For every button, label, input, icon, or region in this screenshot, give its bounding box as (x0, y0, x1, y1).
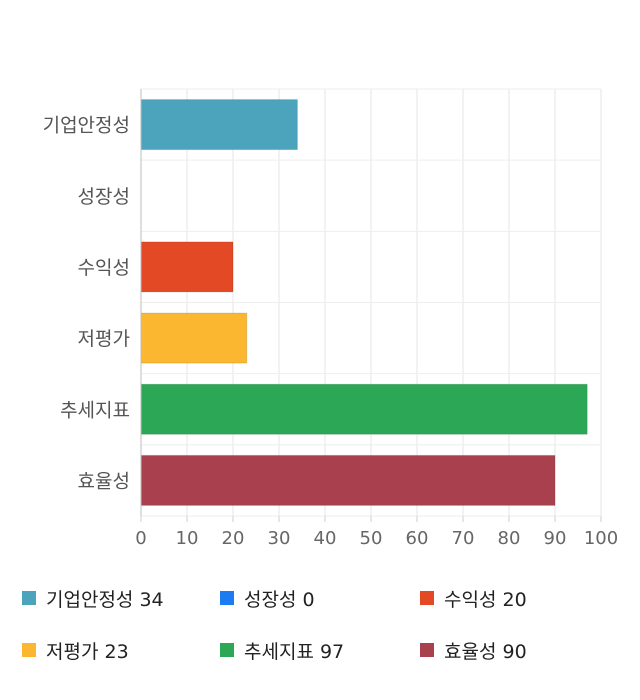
legend-item: 수익성 20 (420, 585, 527, 611)
x-tick-label: 90 (544, 528, 567, 549)
x-tick-label: 30 (268, 528, 291, 549)
legend-label: 저평가 23 (46, 640, 129, 663)
bar-chart: 0 10 20 30 40 50 60 70 80 90 100 기업안정성성장성수익성저평가추세지표… (43, 88, 619, 549)
legend-item: 효율성 90 (420, 637, 527, 663)
legend-label: 수익성 20 (444, 588, 527, 611)
legend-swatch (420, 591, 434, 605)
legend-swatch (22, 643, 36, 657)
axes (140, 89, 602, 522)
legend-swatch (22, 591, 36, 605)
x-tick-label: 40 (314, 528, 337, 549)
legend-label: 추세지표 97 (244, 640, 345, 663)
x-tick-label: 10 (176, 528, 199, 549)
y-tick-label: 저평가 (78, 328, 130, 350)
legend-swatch (220, 643, 234, 657)
legend-item: 기업안정성 34 (22, 585, 164, 611)
legend-item: 성장성 0 (220, 585, 315, 611)
grid-lines (140, 88, 602, 517)
bar (140, 312, 248, 364)
legend: 기업안정성 34 성장성 0 수익성 20 저평가 23 추세지표 97 효율성… (0, 580, 640, 690)
legend-item: 추세지표 97 (220, 637, 344, 663)
bar (140, 99, 298, 151)
bar (140, 241, 234, 293)
legend-swatch (220, 591, 234, 605)
legend-label: 기업안정성 34 (46, 588, 164, 611)
legend-swatch (420, 643, 434, 657)
bar (140, 383, 588, 435)
legend-item: 저평가 23 (22, 637, 129, 663)
y-tick-label: 기업안정성 (43, 115, 130, 137)
bars (140, 99, 588, 506)
x-tick-label: 80 (498, 528, 521, 549)
labels: 0 10 20 30 40 50 60 70 80 90 100 기업안정성성장성수익성저평가추세지표… (43, 115, 619, 549)
bar (140, 454, 556, 506)
x-tick-label: 100 (584, 528, 618, 549)
y-tick-label: 효율성 (78, 470, 130, 492)
legend-label: 효율성 90 (444, 640, 527, 663)
y-tick-label: 수익성 (78, 257, 130, 279)
x-tick-label: 70 (452, 528, 475, 549)
y-tick-label: 추세지표 (60, 399, 130, 421)
x-tick-label: 60 (406, 528, 429, 549)
x-tick-label: 20 (222, 528, 245, 549)
x-tick-label: 0 (135, 528, 146, 549)
legend-label: 성장성 0 (244, 588, 315, 611)
x-tick-label: 50 (360, 528, 383, 549)
y-tick-label: 성장성 (78, 186, 130, 208)
